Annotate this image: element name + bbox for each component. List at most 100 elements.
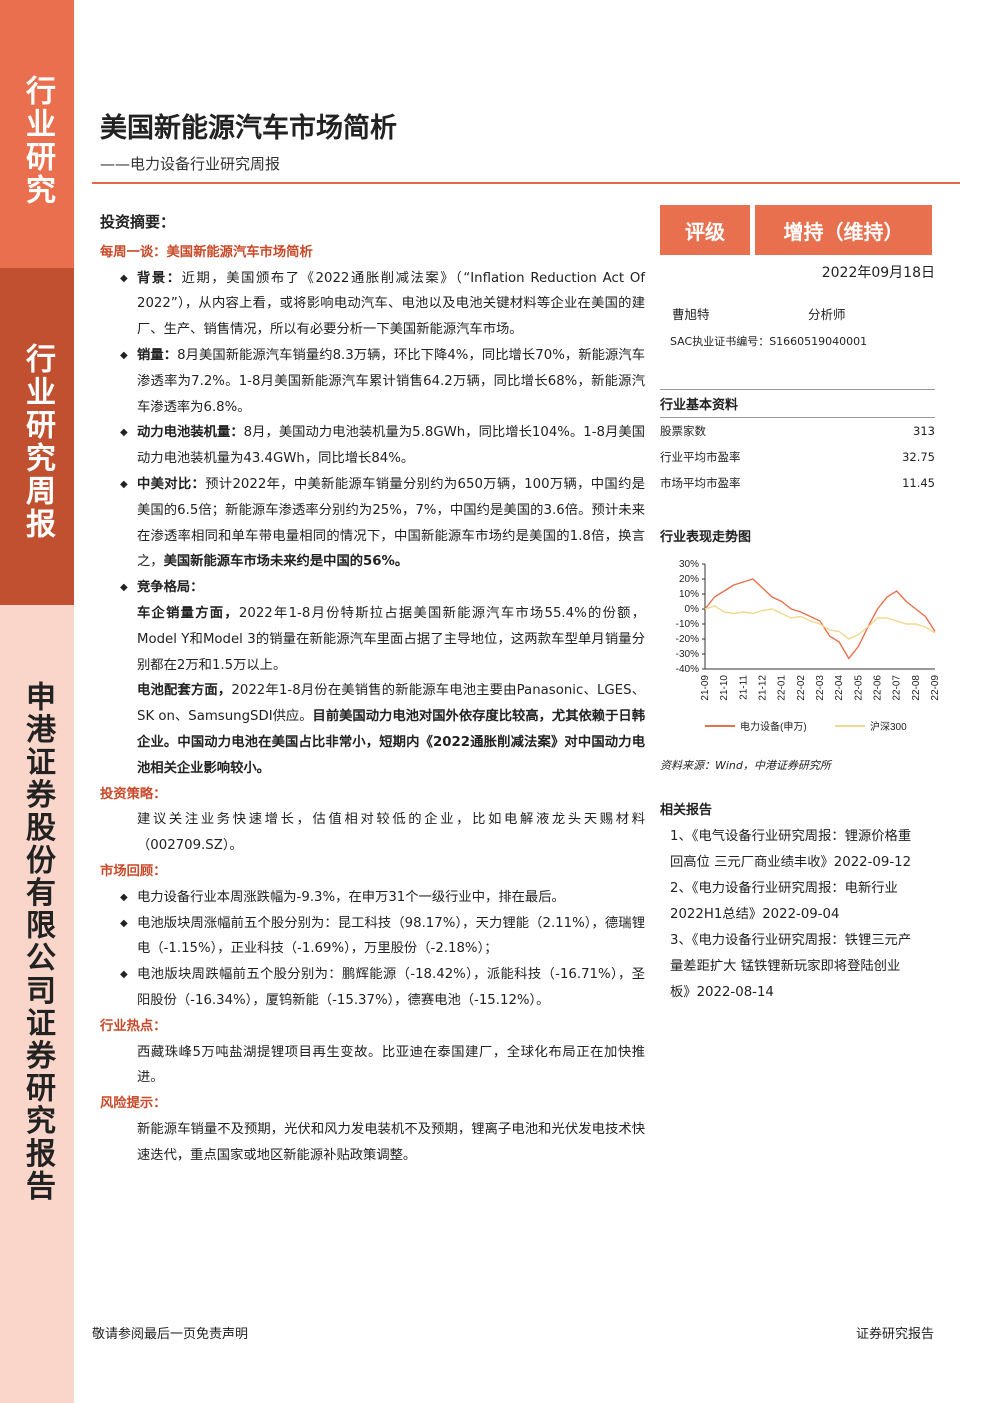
bullet-label: 中美对比： xyxy=(137,476,206,492)
cell: 市场平均市盈率 xyxy=(660,476,741,490)
bullet: 动力电池装机量：8月，美国动力电池装机量为5.8GWh，同比增长104%。1-8… xyxy=(100,420,645,472)
x-tick-label: 21-11 xyxy=(738,675,749,700)
cell: 32.75 xyxy=(902,450,935,464)
y-tick-label: 30% xyxy=(679,559,699,570)
section-heading: 行业热点： xyxy=(100,1018,167,1034)
x-tick-label: 22-02 xyxy=(796,675,807,701)
text-run: 电力设备行业本周涨跌幅为-9.3%，在申万31个一级行业中，排在最后。 xyxy=(137,889,565,905)
x-tick-label: 22-09 xyxy=(930,675,940,701)
sidebar-text: 行业研究 xyxy=(20,75,55,207)
text-run: 目前美国动力电池对国外依存度比较高，尤其依赖于日韩企业。中国动力电池在美国占比非… xyxy=(137,709,646,776)
paragraph: 电池配套方面，2022年1-8月份在美销售的新能源车电池主要由Panasonic… xyxy=(137,678,645,781)
x-tick-label: 21-09 xyxy=(700,675,711,701)
text-run: 2022年1-8月份在美销售的新能源车电池主要由Panasonic、LGES、S… xyxy=(137,683,645,725)
x-tick-label: 22-04 xyxy=(834,675,845,701)
analyst-role: 分析师 xyxy=(808,307,846,322)
text-run: 预计2022年，中美新能源车销量分别约为650万辆，100万辆，中国约是美国的6… xyxy=(137,476,645,570)
related-item: 3、《电力设备行业研究周报：铁锂三元产量差距扩大 锰铁锂新玩家即将登陆创业板》2… xyxy=(670,933,912,1000)
chart-source: 资料来源：Wind，中港证券研究所 xyxy=(660,759,831,772)
sidebar-middle: 行业研究周报 xyxy=(0,268,74,605)
section-heading: 投资策略： xyxy=(100,786,167,802)
x-tick-label: 22-01 xyxy=(777,675,788,701)
x-tick-label: 21-10 xyxy=(719,675,730,701)
subtitle: ——电力设备行业研究周报 xyxy=(100,155,281,173)
cell: 313 xyxy=(913,424,935,438)
rating-label: 评级 xyxy=(660,205,750,255)
sidebar-text: 申港证券股份有限公司证券研究报告 xyxy=(20,681,55,1203)
analyst-cert: SAC执业证书编号：S1660519040001 xyxy=(670,335,868,348)
paragraph: 建议关注业务快速增长，估值相对较低的企业，比如电解液龙头天赐材料（002709.… xyxy=(100,807,645,859)
text-run: 近期，美国颁布了《2022通胀削减法案》（“Inflation Reductio… xyxy=(137,270,646,338)
bullet-label: 动力电池装机量： xyxy=(137,425,244,441)
sidebar-bottom: 申港证券股份有限公司证券研究报告 xyxy=(0,605,74,1403)
chart: -40% -30% -20% -10% 0% 10% 20% 30% 21-09 21-10 21-… xyxy=(676,559,940,733)
y-tick-label: -20% xyxy=(676,634,699,645)
x-tick-label: 22-03 xyxy=(815,675,826,701)
paragraph: 新能源车销量不及预期，光伏和风力发电装机不及预期，锂离子电池和光伏发电技术快速迭… xyxy=(100,1117,645,1169)
chart-title: 行业表现走势图 xyxy=(660,530,752,545)
cell: 行业平均市盈率 xyxy=(660,450,741,464)
text-run: 2022年1-8月份特斯拉占据美国新能源汽车市场55.4%的份额，Model Y… xyxy=(137,605,645,673)
bullet-label: 背景： xyxy=(137,270,182,286)
x-tick-label: 22-06 xyxy=(873,675,884,701)
bullet-label: 竞争格局： xyxy=(137,580,204,596)
y-tick-label: -40% xyxy=(676,664,699,675)
footer-left: 敬请参阅最后一页免责声明 xyxy=(92,1327,249,1342)
date: 2022年09月18日 xyxy=(821,265,935,281)
rating-value: 增持（维持） xyxy=(755,205,932,255)
y-tick-label: -10% xyxy=(676,619,699,630)
text-run: 8月美国新能源汽车销量约8.3万辆，环比下降4%，同比增长70%，新能源汽车渗透… xyxy=(137,347,646,415)
text-run: 新能源车销量不及预期，光伏和风力发电装机不及预期，锂离子电池和光伏发电技术快速迭… xyxy=(137,1121,645,1163)
legend-label: 沪深300 xyxy=(870,720,907,733)
related-item: 1、《电气设备行业研究周报：锂源价格重回高位 三元厂商业绩丰收》2022-09-… xyxy=(670,829,912,870)
y-tick-label: 10% xyxy=(679,589,699,600)
text-run: 8月，美国动力电池装机量为5.8GWh，同比增长104%。1-8月美国动力电池装… xyxy=(137,425,646,467)
text-run: 车企销量方面， xyxy=(137,605,239,621)
text-run: 美国新能源车市场未来约是中国的56%。 xyxy=(163,554,409,570)
sidebar-top: 行业研究 xyxy=(0,0,74,268)
text-run: 电池版块周跌幅前五个股分别为：鹏辉能源（-18.42%），派能科技（-16.71… xyxy=(137,967,645,1008)
legend-label: 电力设备(申万) xyxy=(740,720,807,733)
paragraph: 车企销量方面，2022年1-8月份特斯拉占据美国新能源汽车市场55.4%的份额，… xyxy=(137,601,645,678)
y-tick-label: 20% xyxy=(679,574,699,585)
bullet: 电池版块周跌幅前五个股分别为：鹏辉能源（-18.42%），派能科技（-16.71… xyxy=(100,962,645,1014)
bullet: 背景：近期，美国颁布了《2022通胀削减法案》（“Inflation Reduc… xyxy=(100,266,645,343)
text-run: 电池配套方面， xyxy=(137,683,232,699)
footer-right: 证券研究报告 xyxy=(855,1327,934,1342)
y-tick-label: -30% xyxy=(676,649,699,660)
basics-title: 行业基本资料 xyxy=(660,394,935,418)
bullet: 中美对比：预计2022年，中美新能源车销量分别约为650万辆，100万辆，中国约… xyxy=(100,472,645,575)
text-run: 建议关注业务快速增长，估值相对较低的企业，比如电解液龙头天赐材料（002709.… xyxy=(137,812,645,854)
x-tick-label: 22-07 xyxy=(892,675,903,701)
section-heading: 市场回顾： xyxy=(100,863,167,879)
bullet: 销量：8月美国新能源汽车销量约8.3万辆，环比下降4%，同比增长70%，新能源汽… xyxy=(100,343,645,420)
text-run: 西藏珠峰5万吨盐湖提锂项目再生变故。比亚迪在泰国建厂，全球化布局正在加快推进。 xyxy=(137,1044,645,1086)
x-tick-label: 22-08 xyxy=(911,675,922,701)
text-run: 电池版块周涨幅前五个股分别为：昆工科技（98.17%），天力锂能（2.11%），… xyxy=(137,915,645,957)
series-line xyxy=(704,578,936,660)
cell: 股票家数 xyxy=(660,424,706,438)
related-item: 2、《电力设备行业研究周报：电新行业2022H1总结》2022-09-04 xyxy=(670,881,898,922)
title: 美国新能源汽车市场简析 xyxy=(100,113,397,144)
bullet: 电力设备行业本周涨跌幅为-9.3%，在申万31个一级行业中，排在最后。 xyxy=(100,885,645,911)
x-tick-label: 21-12 xyxy=(758,675,769,701)
summary: 投资摘要： 每周一谈：美国新能源汽车市场简析背景：近期，美国颁布了《2022通胀… xyxy=(100,210,645,1168)
cell: 11.45 xyxy=(902,476,935,490)
summary-heading: 投资摘要： xyxy=(100,213,176,231)
bullet-label: 销量： xyxy=(137,347,178,363)
series-line xyxy=(704,605,936,640)
bullet: 电池版块周涨幅前五个股分别为：昆工科技（98.17%），天力锂能（2.11%），… xyxy=(100,911,645,963)
section-heading: 风险提示： xyxy=(100,1096,167,1112)
analyst-name: 曹旭特 xyxy=(672,307,710,322)
table-row: 股票家数 313 xyxy=(660,418,935,444)
sidebar-info: 评级 增持（维持） 2022年09月18日 曹旭特 分析师 SAC执业证书编号：S… xyxy=(660,205,940,1006)
sidebar-text: 行业研究周报 xyxy=(20,343,55,541)
divider xyxy=(92,182,960,184)
basics: 行业基本资料 股票家数 313 行业平均市盈率 32.75 市场平均市盈率 11.45 xyxy=(660,389,935,496)
table-row: 行业平均市盈率 32.75 xyxy=(660,444,935,470)
table-row: 市场平均市盈率 11.45 xyxy=(660,470,935,496)
bullet: 竞争格局： 车企销量方面，2022年1-8月份特斯拉占据美国新能源汽车市场55.4… xyxy=(100,575,645,781)
related-list: 1、《电气设备行业研究周报：锂源价格重回高位 三元厂商业绩丰收》2022-09-… xyxy=(660,824,915,1006)
paragraph: 西藏珠峰5万吨盐湖提锂项目再生变故。比亚迪在泰国建厂，全球化布局正在加快推进。 xyxy=(100,1040,645,1092)
